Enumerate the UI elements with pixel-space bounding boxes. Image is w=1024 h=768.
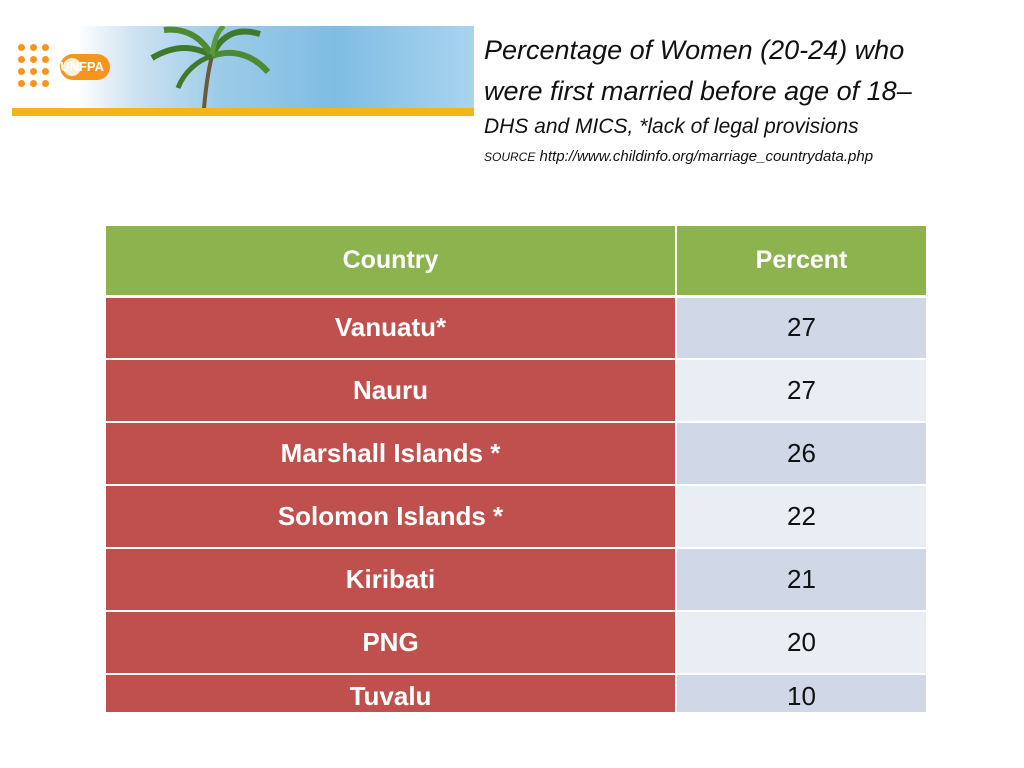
table-row: PNG 20	[106, 611, 926, 675]
table-row: Solomon Islands * 22	[106, 485, 926, 549]
palm-tree-icon	[150, 26, 271, 108]
table-row: Nauru 27	[106, 359, 926, 423]
source-label: SOURCE	[484, 150, 536, 164]
header-banner: UNFPA	[12, 26, 474, 108]
country-cell: PNG	[106, 611, 677, 675]
title-line-1: Percentage of Women (20-24) who	[484, 35, 905, 65]
percent-cell: 27	[676, 296, 926, 360]
unfpa-logo: UNFPA	[60, 54, 110, 80]
table-header-row: Country Percent	[106, 226, 926, 298]
country-cell: Kiribati	[106, 548, 677, 612]
un-emblem-icon	[63, 58, 81, 76]
unfpa-dots-icon	[18, 44, 62, 92]
country-cell: Marshall Islands *	[106, 422, 677, 486]
table-row: Kiribati 21	[106, 548, 926, 612]
country-cell: Solomon Islands *	[106, 485, 677, 549]
title-line-2: were first married before age of 18–	[484, 76, 912, 106]
table-row: Marshall Islands * 26	[106, 422, 926, 486]
percent-cell: 22	[676, 485, 926, 549]
percent-cell: 20	[676, 611, 926, 675]
country-cell: Vanuatu*	[106, 296, 677, 360]
banner-stripe	[12, 108, 474, 116]
slide-title: Percentage of Women (20-24) who were fir…	[484, 30, 1004, 112]
country-cell: Nauru	[106, 359, 677, 423]
data-table: Country Percent Vanuatu* 27 Nauru 27 Mar…	[106, 226, 926, 712]
header-percent: Percent	[676, 226, 926, 298]
percent-cell: 27	[676, 359, 926, 423]
source-url: http://www.childinfo.org/marriage_countr…	[539, 148, 874, 165]
percent-cell: 10	[676, 674, 926, 712]
header-country: Country	[106, 226, 677, 298]
percent-cell: 21	[676, 548, 926, 612]
table-row: Vanuatu* 27	[106, 296, 926, 360]
country-cell: Tuvalu	[106, 674, 677, 712]
slide-subtitle: DHS and MICS, *lack of legal provisions	[484, 115, 859, 138]
percent-cell: 26	[676, 422, 926, 486]
table-row: Tuvalu 10	[106, 674, 926, 712]
source-line: SOURCE http://www.childinfo.org/marriage…	[484, 146, 1004, 168]
